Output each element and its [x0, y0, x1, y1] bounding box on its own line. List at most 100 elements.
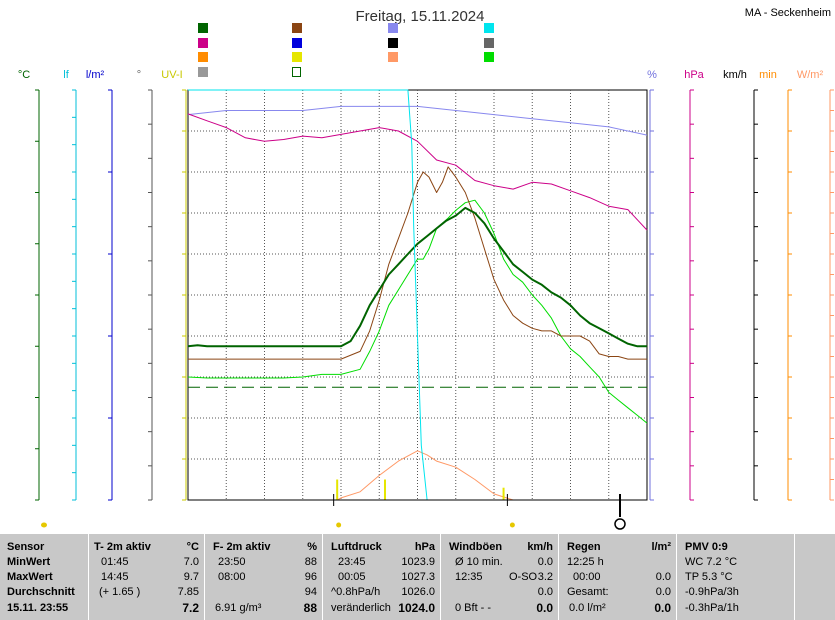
series-line-t-5cm-: [188, 166, 647, 360]
summary-pressure-column: Luftdruck hPa 23:45 1023.9 00:05 1027.3 ^0.…: [322, 534, 441, 620]
wind-max-direction: O-SO: [509, 571, 538, 583]
pmv-pressure-1h: -0.3hPa/1h: [685, 602, 739, 614]
legend-swatch: [198, 23, 208, 33]
plot-area: [187, 89, 648, 501]
hum-max-value: 96: [304, 571, 317, 583]
hum-max-time: 08:00: [218, 571, 246, 583]
station-name: MA - Seckenheim: [745, 7, 831, 19]
temp-max-time: 14:45: [101, 571, 129, 583]
press-max-time: 00:05: [338, 571, 366, 583]
sensor-min-label: MinWert: [7, 556, 51, 568]
axis-unit-label: %: [647, 69, 657, 81]
hum-unit: %: [307, 541, 317, 553]
axis-unit-label: UV-I: [161, 69, 182, 81]
axis-unit-label: min: [759, 69, 777, 81]
rain-title: Regen: [567, 541, 601, 553]
hum-min-value: 88: [304, 556, 317, 568]
series-line-f-2m-aktiv: [187, 105, 648, 136]
temp-min-value: 7.0: [183, 556, 199, 568]
rain-duration: 12:25 h: [567, 556, 604, 568]
temp-unit: °C: [186, 541, 199, 553]
hum-avg-value: 94: [304, 586, 317, 598]
press-max-value: 1027.3: [401, 571, 435, 583]
sensor-max-label: MaxWert: [7, 571, 53, 583]
hum-absolute: 6.91 g/m³: [215, 602, 262, 614]
legend-swatch: [388, 52, 398, 62]
uv-bar: [502, 487, 505, 500]
legend-swatch: [484, 23, 494, 33]
rain-unit: l/m²: [651, 541, 671, 553]
chart-axes: °C lf l/m² ° UV-I% hPa km/h min W/m²: [18, 69, 834, 501]
sun-icon: [509, 522, 515, 528]
legend-swatch: [388, 38, 398, 48]
temp-deviation: (+ 1.65 ): [99, 586, 141, 598]
temp-min-time: 01:45: [101, 556, 129, 568]
pmv-pressure-3h: -0.9hPa/3h: [685, 586, 739, 598]
press-min-value: 1023.9: [401, 556, 435, 568]
moon-icon: [41, 522, 47, 528]
pmv-title: PMV 0:9: [685, 541, 728, 553]
sensor-avg-label: Durchschnitt: [7, 586, 75, 598]
axis-unit-label: km/h: [723, 69, 747, 81]
legend-swatch: [292, 52, 302, 62]
legend-swatch: [198, 67, 208, 77]
temp-avg-value: 7.85: [177, 586, 199, 598]
rain-max-time: 00:00: [573, 571, 601, 583]
legend-swatch: [198, 52, 208, 62]
press-title: Luftdruck: [331, 541, 382, 553]
series-line-t-2m-aktiv: [187, 206, 647, 348]
legend-swatch: [292, 38, 302, 48]
rain-max-value: 0.0: [655, 571, 671, 583]
rain-total-label: Gesamt:: [567, 586, 609, 598]
sensor-current-label: 15.11. 23:55: [7, 602, 69, 614]
summary-empty-column: [794, 534, 835, 620]
uv-bar: [383, 479, 386, 500]
wind-max-time: 12:35: [455, 571, 483, 583]
moon-phase-icon: [614, 518, 626, 530]
wind-row3-value: 0.0: [537, 586, 553, 598]
press-unit: hPa: [414, 541, 435, 553]
temp-title: T- 2m aktiv: [94, 541, 151, 553]
chart-legend: [198, 23, 494, 77]
summary-temp-column: T- 2m aktiv °C 01:45 7.0 14:45 9.7 (+ 1.65 …: [88, 534, 205, 620]
rain-total-value: 0.0: [655, 586, 671, 598]
time-axis: [41, 494, 626, 530]
wind-beaufort: 0 Bft - -: [455, 602, 492, 614]
rain-rate: 0.0 l/m²: [569, 602, 606, 614]
press-min-time: 23:45: [338, 556, 366, 568]
wind-unit: km/h: [527, 541, 553, 553]
series-line-taupunkt: [187, 199, 648, 424]
summary-wind-column: Windböen km/h Ø 10 min. 0.0 12:35 O-SO 3.2 0…: [440, 534, 559, 620]
wind-max-value: 3.2: [537, 571, 553, 583]
axis-unit-label: lf: [63, 69, 69, 81]
wind-avg-value: 0.0: [537, 556, 553, 568]
legend-swatch: [292, 23, 302, 33]
sensor-title: Sensor: [7, 541, 45, 553]
legend-swatch: [292, 67, 301, 77]
sun-icon: [336, 522, 342, 528]
press-avg-value: 1026.0: [401, 586, 435, 598]
rain-current-value: 0.0: [654, 601, 671, 615]
legend-swatch: [388, 23, 398, 33]
axis-unit-label: hPa: [684, 69, 704, 81]
press-trend: ^0.8hPa/h: [331, 586, 381, 598]
hum-title: F- 2m aktiv: [213, 541, 271, 553]
press-tendency: veränderlich: [331, 602, 391, 614]
temp-current-value: 7.2: [182, 601, 199, 615]
series-line-luftdruck: [187, 113, 648, 231]
chart-title: Freitag, 15.11.2024: [356, 8, 485, 25]
hum-min-time: 23:50: [218, 556, 246, 568]
press-current-value: 1024.0: [398, 601, 435, 615]
wind-current-value: 0.0: [536, 601, 553, 615]
axis-unit-label: l/m²: [86, 69, 105, 81]
summary-panel: Sensor MinWert MaxWert Durchschnitt 15.1…: [0, 534, 835, 620]
wind-title: Windböen: [449, 541, 503, 553]
axis-unit-label: °: [137, 69, 141, 81]
series-line-f-blatt: [188, 89, 428, 501]
pmv-dewpoint: TP 5.3 °C: [685, 571, 733, 583]
hum-current-value: 88: [303, 601, 317, 615]
uv-bar: [336, 479, 339, 500]
legend-swatch: [484, 52, 494, 62]
legend-swatch: [484, 38, 494, 48]
wind-avg-label: Ø 10 min.: [455, 556, 503, 568]
